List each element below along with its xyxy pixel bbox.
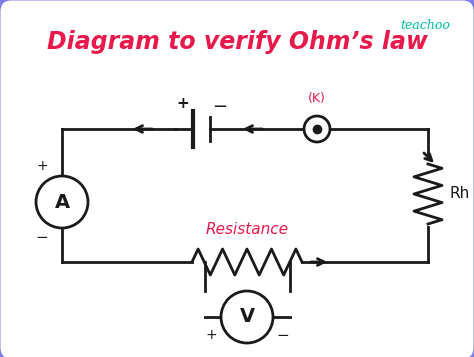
Text: V: V [239,307,255,327]
Text: (K): (K) [308,92,326,105]
Text: Rh: Rh [450,186,470,201]
Text: −: − [212,98,228,116]
Circle shape [221,291,273,343]
Text: +: + [177,96,190,111]
Circle shape [36,176,88,228]
Text: A: A [55,192,70,211]
Text: −: − [277,327,289,342]
Circle shape [304,116,330,142]
Text: Diagram to verify Ohm’s law: Diagram to verify Ohm’s law [46,30,428,54]
Text: +: + [205,328,217,342]
Text: Resistance: Resistance [206,222,289,237]
Text: +: + [36,159,48,173]
Text: −: − [36,231,48,246]
Text: teachoo: teachoo [400,19,450,32]
